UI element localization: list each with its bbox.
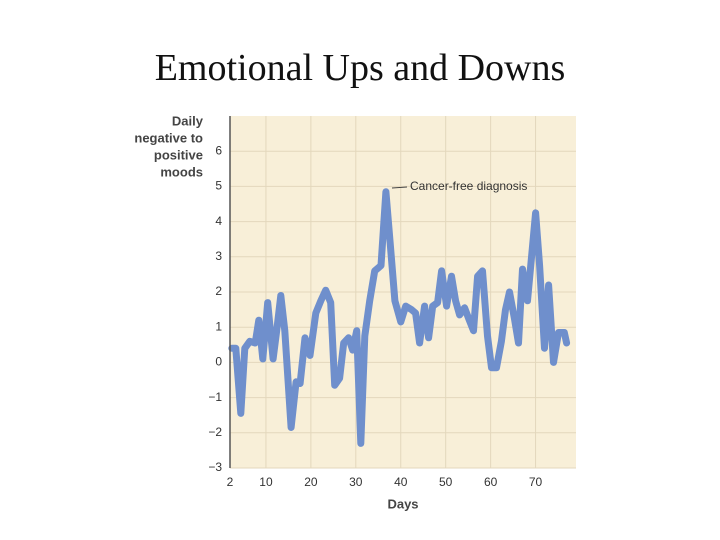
y-tick-label: 1: [215, 319, 222, 333]
y-tick-label: −3: [208, 460, 222, 474]
y-tick-label: 2: [215, 284, 222, 298]
annotation-leader: [391, 186, 408, 189]
y-axis-label: positive: [154, 147, 203, 162]
mood-line: [228, 188, 571, 447]
x-axis-label: Days: [387, 496, 418, 511]
y-tick-label: 3: [215, 249, 222, 263]
x-tick-label: 2: [227, 475, 234, 489]
y-tick-label: 0: [215, 355, 222, 369]
y-axis-label: Daily: [172, 113, 204, 128]
y-tick-label: 4: [215, 214, 222, 228]
x-tick-label: 50: [439, 475, 453, 489]
x-tick-label: 10: [259, 475, 273, 489]
y-tick-label: 5: [215, 179, 222, 193]
x-tick-label: 30: [349, 475, 363, 489]
y-axis-label: negative to: [134, 130, 203, 145]
x-tick-label: 40: [394, 475, 408, 489]
y-tick-label: −1: [208, 390, 222, 404]
y-tick-label: 6: [215, 143, 222, 157]
y-tick-label: −2: [208, 425, 222, 439]
x-tick-label: 20: [304, 475, 318, 489]
x-tick-label: 70: [529, 475, 543, 489]
slide-title: Emotional Ups and Downs: [155, 47, 566, 89]
x-tick-label: 60: [484, 475, 498, 489]
annotation: Cancer-free diagnosis: [410, 179, 527, 193]
y-axis-label: moods: [160, 164, 203, 179]
marks: [228, 188, 571, 447]
